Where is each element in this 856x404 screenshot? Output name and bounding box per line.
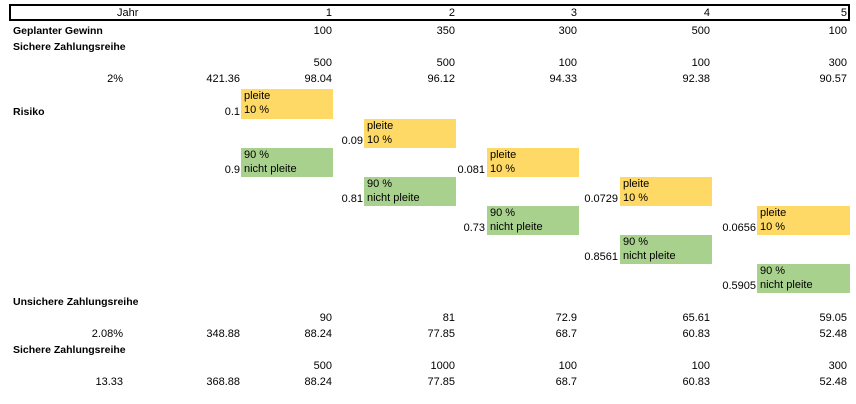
sichere-1-value-4: 100 xyxy=(691,57,710,69)
pleite-label: pleite xyxy=(244,90,271,102)
sichere-2-pv-3: 68.7 xyxy=(555,376,577,388)
year-1: 1 xyxy=(325,7,332,19)
nicht-pleite-box-3: 90 % nicht pleite xyxy=(487,206,579,235)
pleite-pct: 10 % xyxy=(623,192,649,204)
nicht-label: nicht pleite xyxy=(760,279,813,291)
unsichere-pv-5: 52.48 xyxy=(819,328,847,340)
sichere-2-label: Sichere Zahlungsreihe xyxy=(13,344,126,356)
pleite-label: pleite xyxy=(490,149,517,161)
year-4: 4 xyxy=(703,7,710,19)
unsichere-pv-3: 68.7 xyxy=(555,328,577,340)
nicht-prob-3: 0.73 xyxy=(463,222,485,234)
pleite-prob-3: 0.081 xyxy=(457,164,485,176)
sichere-2-rate: 13.33 xyxy=(95,376,123,388)
sichere-1-pv-5: 90.57 xyxy=(819,73,847,85)
sichere-2-value-4: 100 xyxy=(691,360,710,372)
unsichere-value-3: 72.9 xyxy=(555,312,577,324)
nicht-label: nicht pleite xyxy=(490,221,543,233)
pleite-prob-5: 0.0656 xyxy=(722,222,756,234)
nicht-label: nicht pleite xyxy=(244,163,297,175)
year-3: 3 xyxy=(570,7,577,19)
unsichere-value-2: 81 xyxy=(442,312,455,324)
pleite-prob-1: 0.1 xyxy=(224,106,240,118)
sichere-1-value-2: 500 xyxy=(436,57,455,69)
nicht-pleite-box-4: 90 % nicht pleite xyxy=(620,235,712,264)
nicht-label: nicht pleite xyxy=(623,250,676,262)
sichere-1-pv-3: 94.33 xyxy=(549,73,577,85)
sichere-2-value-1: 500 xyxy=(313,360,332,372)
nicht-prob-5: 0.5905 xyxy=(722,280,756,292)
unsichere-label: Unsichere Zahlungsreihe xyxy=(13,296,139,308)
sichere-1-pv-2: 96.12 xyxy=(427,73,455,85)
pleite-box-3: pleite 10 % xyxy=(487,148,579,177)
pleite-pct: 10 % xyxy=(367,134,393,146)
nicht-pct: 90 % xyxy=(623,236,649,248)
sichere-1-sum: 421.36 xyxy=(206,73,240,85)
nicht-prob-2: 0.81 xyxy=(341,193,363,205)
sichere-1-value-1: 500 xyxy=(313,57,332,69)
nicht-pct: 90 % xyxy=(367,178,393,190)
sichere-1-label: Sichere Zahlungsreihe xyxy=(13,41,126,53)
gewinn-4: 500 xyxy=(691,25,710,37)
pleite-box-1: pleite 10 % xyxy=(241,89,333,119)
header-row xyxy=(9,4,850,21)
unsichere-value-4: 65.61 xyxy=(682,312,710,324)
sichere-2-pv-4: 60.83 xyxy=(682,376,710,388)
nicht-pleite-box-2: 90 % nicht pleite xyxy=(364,177,456,206)
unsichere-value-1: 90 xyxy=(319,312,332,324)
unsichere-sum: 348.88 xyxy=(206,328,240,340)
nicht-prob-4: 0.8561 xyxy=(584,251,618,263)
nicht-pct: 90 % xyxy=(490,207,516,219)
gewinn-1: 100 xyxy=(313,25,332,37)
nicht-pleite-box-1: 90 % nicht pleite xyxy=(241,148,333,177)
unsichere-pv-2: 77.85 xyxy=(427,328,455,340)
sichere-1-pv-4: 92.38 xyxy=(682,73,710,85)
gewinn-5: 100 xyxy=(828,25,847,37)
nicht-pleite-box-5: 90 % nicht pleite xyxy=(757,264,850,293)
unsichere-rate: 2.08% xyxy=(91,328,123,340)
pleite-label: pleite xyxy=(623,178,650,190)
pleite-pct: 10 % xyxy=(244,104,270,116)
sichere-1-rate: 2% xyxy=(107,73,123,85)
sichere-2-value-3: 100 xyxy=(558,360,577,372)
year-5: 5 xyxy=(840,7,847,19)
year-2: 2 xyxy=(448,7,455,19)
sichere-2-pv-1: 88.24 xyxy=(304,376,332,388)
geplanter-gewinn-label: Geplanter Gewinn xyxy=(13,25,103,37)
risiko-label: Risiko xyxy=(13,106,45,118)
sichere-2-sum: 368.88 xyxy=(206,376,240,388)
pleite-label: pleite xyxy=(367,120,394,132)
sichere-1-value-5: 300 xyxy=(828,57,847,69)
pleite-pct: 10 % xyxy=(760,221,786,233)
sichere-2-value-2: 1000 xyxy=(430,360,455,372)
unsichere-pv-1: 88.24 xyxy=(304,328,332,340)
sichere-2-pv-5: 52.48 xyxy=(819,376,847,388)
sichere-2-pv-2: 77.85 xyxy=(427,376,455,388)
gewinn-3: 300 xyxy=(558,25,577,37)
pleite-prob-2: 0.09 xyxy=(341,135,363,147)
pleite-pct: 10 % xyxy=(490,163,516,175)
pleite-box-2: pleite 10 % xyxy=(364,119,456,148)
sichere-1-pv-1: 98.04 xyxy=(304,73,332,85)
nicht-pct: 90 % xyxy=(244,149,270,161)
nicht-pct: 90 % xyxy=(760,265,786,277)
sichere-1-value-3: 100 xyxy=(558,57,577,69)
pleite-prob-4: 0.0729 xyxy=(584,193,618,205)
pleite-box-5: pleite 10 % xyxy=(757,206,850,235)
pleite-label: pleite xyxy=(760,207,787,219)
unsichere-pv-4: 60.83 xyxy=(682,328,710,340)
nicht-prob-1: 0.9 xyxy=(224,164,240,176)
nicht-label: nicht pleite xyxy=(367,192,420,204)
unsichere-value-5: 59.05 xyxy=(819,312,847,324)
sichere-2-value-5: 300 xyxy=(828,360,847,372)
pleite-box-4: pleite 10 % xyxy=(620,177,712,206)
jahr-label: Jahr xyxy=(117,7,139,19)
gewinn-2: 350 xyxy=(436,25,455,37)
